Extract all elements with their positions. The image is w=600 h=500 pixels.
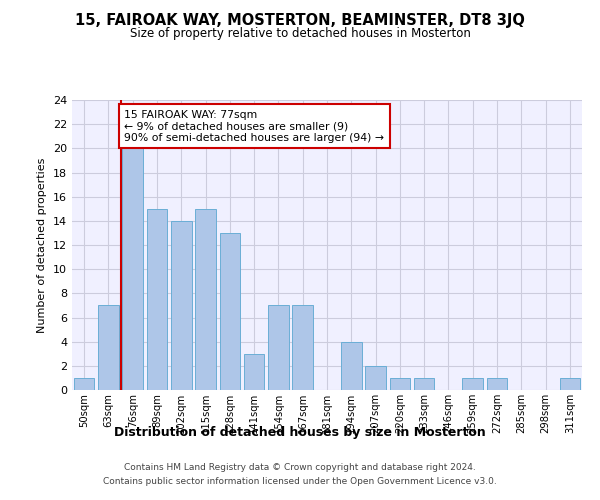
Bar [268, 306, 289, 390]
Bar [487, 378, 508, 390]
Text: Contains public sector information licensed under the Open Government Licence v3: Contains public sector information licen… [103, 477, 497, 486]
Bar [98, 306, 119, 390]
Bar [560, 378, 580, 390]
Text: 15, FAIROAK WAY, MOSTERTON, BEAMINSTER, DT8 3JQ: 15, FAIROAK WAY, MOSTERTON, BEAMINSTER, … [75, 12, 525, 28]
Bar [171, 221, 191, 390]
Bar [220, 233, 240, 390]
Y-axis label: Number of detached properties: Number of detached properties [37, 158, 47, 332]
Text: Size of property relative to detached houses in Mosterton: Size of property relative to detached ho… [130, 28, 470, 40]
Bar [389, 378, 410, 390]
Bar [244, 354, 265, 390]
Bar [122, 148, 143, 390]
Bar [74, 378, 94, 390]
Bar [414, 378, 434, 390]
Bar [292, 306, 313, 390]
Text: Distribution of detached houses by size in Mosterton: Distribution of detached houses by size … [114, 426, 486, 439]
Bar [463, 378, 483, 390]
Bar [146, 209, 167, 390]
Bar [365, 366, 386, 390]
Text: 15 FAIROAK WAY: 77sqm
← 9% of detached houses are smaller (9)
90% of semi-detach: 15 FAIROAK WAY: 77sqm ← 9% of detached h… [124, 110, 384, 143]
Bar [195, 209, 216, 390]
Text: Contains HM Land Registry data © Crown copyright and database right 2024.: Contains HM Land Registry data © Crown c… [124, 464, 476, 472]
Bar [341, 342, 362, 390]
